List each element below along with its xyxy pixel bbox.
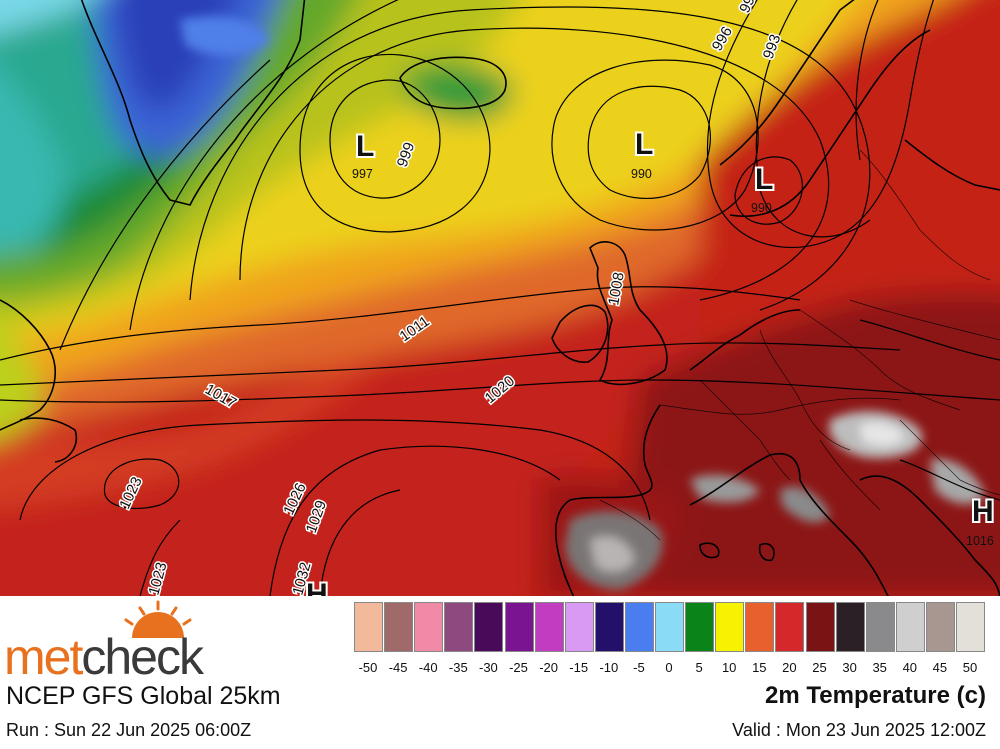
metcheck-logo: metcheck <box>4 629 204 685</box>
legend-tick-label: 50 <box>962 660 978 675</box>
legend-swatch <box>865 602 895 652</box>
legend-swatch <box>354 602 383 652</box>
legend-tick-label: 10 <box>721 660 737 675</box>
temperature-field <box>0 0 1000 596</box>
legend-tick-label: 30 <box>842 660 857 675</box>
legend-swatch <box>715 602 745 652</box>
legend-swatch <box>745 602 775 652</box>
legend-swatch <box>805 602 835 652</box>
low-pressure-symbol: L <box>635 128 653 161</box>
sun-logo-icon <box>124 600 192 638</box>
legend-swatch <box>564 602 594 652</box>
valid-time: Valid : Mon 23 Jun 2025 12:00Z <box>732 720 986 740</box>
legend-tick-label: -30 <box>478 660 498 675</box>
legend-swatch <box>474 602 504 652</box>
legend-tick-label: -45 <box>388 660 408 675</box>
legend-tick-label: 35 <box>872 660 887 675</box>
legend-swatch <box>775 602 805 652</box>
legend-swatch <box>895 602 925 652</box>
borders <box>599 149 1000 541</box>
logo-text-met: met <box>4 629 83 685</box>
legend-swatch <box>956 602 985 652</box>
isobars <box>0 0 1000 596</box>
weather-map: 996 993 999 999 1011 1017 1020 1023 1026… <box>0 0 1000 596</box>
legend-swatch <box>534 602 564 652</box>
high-pressure-symbol: H <box>972 495 994 528</box>
pressure-value: 1016 <box>966 534 994 548</box>
legend-swatch <box>444 602 474 652</box>
legend-swatch <box>925 602 955 652</box>
footer: metcheck NCEP GFS Global 25km Run : Sun … <box>0 596 1000 749</box>
legend-tick-label: 40 <box>902 660 918 675</box>
legend-tick-label: 0 <box>665 660 673 675</box>
low-pressure-symbol: L <box>356 130 374 163</box>
legend-swatch <box>504 602 534 652</box>
low-pressure-symbol: L <box>755 163 773 196</box>
logo-text-check: check <box>81 629 204 685</box>
legend-tick-label: -20 <box>539 660 558 675</box>
legend-swatch <box>835 602 865 652</box>
legend-tick-label: -40 <box>418 660 438 675</box>
legend-tick-label: -35 <box>448 660 468 675</box>
legend-swatch <box>414 602 444 652</box>
pressure-centre-high-south: H <box>304 576 330 596</box>
temperature-legend: -50 -45 -40 -35 -30 -25 -20 -15 -10 -5 0 5 10 15 20 25 3… <box>354 602 986 675</box>
pressure-centre-low-990-atlantic: L 990 <box>631 126 655 181</box>
legend-tick-label: 15 <box>752 660 767 675</box>
pressure-centre-high-east: H 1016 <box>966 493 996 548</box>
pressure-centre-low-997: L 997 <box>352 128 376 181</box>
legend-tick-label: -15 <box>569 660 589 675</box>
legend-tick-label: -10 <box>599 660 619 675</box>
legend-tick-label: 25 <box>812 660 827 675</box>
parameter-title: 2m Temperature (c) <box>765 682 986 709</box>
high-pressure-symbol: H <box>306 578 328 596</box>
pressure-value: 990 <box>631 167 652 181</box>
legend-tick-label: 5 <box>695 660 703 675</box>
pressure-centre-low-990-scandinavia: L 990 <box>751 161 775 215</box>
legend-swatch <box>384 602 414 652</box>
mountain-terrain <box>180 16 985 590</box>
legend-tick-label: -50 <box>358 660 378 675</box>
legend-tick-label: 45 <box>932 660 948 675</box>
legend-swatch <box>655 602 684 652</box>
legend-swatch <box>594 602 624 652</box>
pressure-value: 990 <box>751 201 772 215</box>
legend-tick-label: -25 <box>509 660 528 675</box>
pressure-value: 997 <box>352 167 373 181</box>
run-time: Run : Sun 22 Jun 2025 06:00Z <box>6 720 252 740</box>
model-name: NCEP GFS Global 25km <box>6 682 281 710</box>
legend-swatch <box>685 602 715 652</box>
legend-tick-label: -5 <box>633 660 645 675</box>
legend-tick-label: 20 <box>782 660 797 675</box>
legend-swatch <box>624 602 654 652</box>
